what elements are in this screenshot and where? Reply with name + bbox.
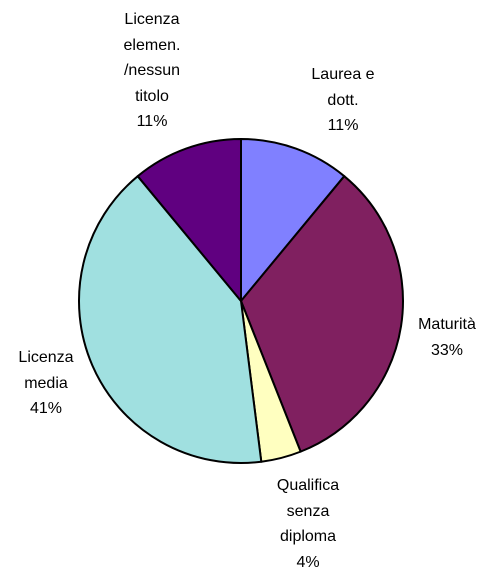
pie-slice [240,175,404,453]
category-name: Licenza elemen. /nessun titolo [123,11,181,105]
slice-label: Laurea e dott. 11% [273,62,413,139]
pie-slice [240,138,346,302]
slice-label: Licenza elemen. /nessun titolo 11% [82,7,222,135]
slice-label: Qualifica senza diploma 4% [238,473,378,567]
value-label: 4% [296,553,320,567]
value-label: 11% [136,113,168,130]
slice-label: Licenza media 41% [0,345,116,422]
category-name: Laurea e dott. [311,66,375,109]
category-name: Licenza media [18,349,74,392]
value-label: 33% [430,341,464,359]
value-label: 41% [29,400,63,417]
pie-slice [136,138,242,302]
value-label: 11% [327,117,359,134]
slice-label: Maturità 33% [377,312,489,363]
category-name: Qualifica senza diploma [276,477,340,545]
category-name: Maturità [418,316,476,333]
pie-slice [78,175,263,464]
